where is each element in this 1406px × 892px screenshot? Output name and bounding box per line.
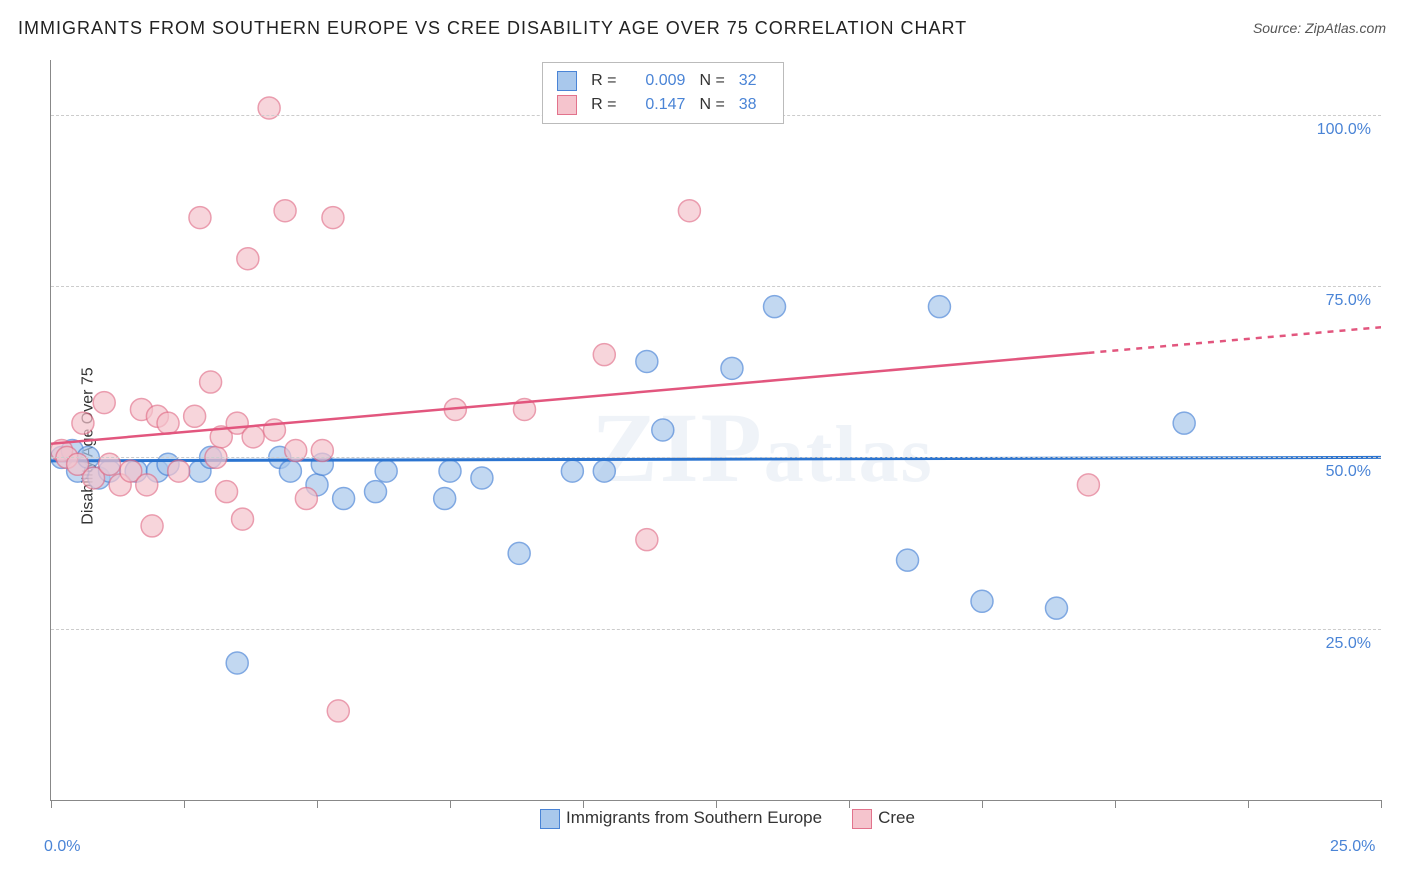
data-point-blue	[593, 460, 615, 482]
legend-r-label: R =	[591, 69, 616, 93]
y-tick-label: 100.0%	[1317, 121, 1371, 139]
data-point-blue	[928, 296, 950, 318]
plot-svg	[51, 60, 1381, 800]
legend-r-value: 0.009	[630, 69, 685, 93]
legend-n-value: 38	[739, 93, 769, 117]
data-point-pink	[136, 474, 158, 496]
data-point-pink	[184, 405, 206, 427]
series-legend-item: Cree	[852, 808, 915, 829]
source-label: Source:	[1253, 20, 1305, 36]
data-point-pink	[232, 508, 254, 530]
chart-title: IMMIGRANTS FROM SOUTHERN EUROPE VS CREE …	[18, 18, 967, 39]
data-point-pink	[295, 488, 317, 510]
regression-line-pink-extrapolated	[1088, 327, 1381, 353]
data-point-pink	[189, 207, 211, 229]
data-point-blue	[279, 460, 301, 482]
x-tick	[1248, 800, 1249, 808]
correlation-legend: R = 0.009 N = 32 R = 0.147 N = 38	[542, 62, 784, 124]
legend-swatch	[852, 809, 872, 829]
source-attribution: Source: ZipAtlas.com	[1253, 20, 1386, 36]
series-legend-item: Immigrants from Southern Europe	[540, 808, 822, 829]
data-point-blue	[375, 460, 397, 482]
legend-row-pink: R = 0.147 N = 38	[557, 93, 769, 117]
y-tick-label: 75.0%	[1326, 292, 1371, 310]
x-tick	[982, 800, 983, 808]
gridline	[51, 457, 1381, 458]
data-point-pink	[242, 426, 264, 448]
data-point-blue	[1173, 412, 1195, 434]
data-point-blue	[561, 460, 583, 482]
source-site[interactable]: ZipAtlas.com	[1305, 20, 1386, 36]
chart-page: { "title":"IMMIGRANTS FROM SOUTHERN EURO…	[0, 0, 1406, 892]
data-point-pink	[593, 344, 615, 366]
data-point-pink	[141, 515, 163, 537]
data-point-pink	[72, 412, 94, 434]
data-point-blue	[636, 350, 658, 372]
scatter-plot-area: ZIPatlas 25.0%50.0%75.0%100.0%	[50, 60, 1381, 801]
data-point-blue	[226, 652, 248, 674]
data-point-blue	[508, 542, 530, 564]
y-tick-label: 50.0%	[1326, 463, 1371, 481]
x-tick	[583, 800, 584, 808]
data-point-pink	[636, 529, 658, 551]
x-tick-label: 25.0%	[1330, 838, 1375, 856]
legend-row-blue: R = 0.009 N = 32	[557, 69, 769, 93]
gridline	[51, 629, 1381, 630]
data-point-blue	[434, 488, 456, 510]
data-point-pink	[237, 248, 259, 270]
data-point-blue	[764, 296, 786, 318]
data-point-pink	[168, 460, 190, 482]
data-point-pink	[200, 371, 222, 393]
data-point-blue	[721, 357, 743, 379]
data-point-pink	[157, 412, 179, 434]
legend-r-label: R =	[591, 93, 616, 117]
x-tick	[184, 800, 185, 808]
series-legend: Immigrants from Southern Europe Cree	[540, 808, 915, 829]
data-point-pink	[322, 207, 344, 229]
legend-n-label: N =	[699, 93, 724, 117]
legend-n-label: N =	[699, 69, 724, 93]
data-point-pink	[1077, 474, 1099, 496]
x-tick	[849, 800, 850, 808]
x-tick	[450, 800, 451, 808]
data-point-blue	[971, 590, 993, 612]
data-point-blue	[897, 549, 919, 571]
legend-r-value: 0.147	[630, 93, 685, 117]
data-point-blue	[365, 481, 387, 503]
data-point-pink	[216, 481, 238, 503]
x-tick	[1381, 800, 1382, 808]
legend-n-value: 32	[739, 69, 769, 93]
data-point-pink	[678, 200, 700, 222]
data-point-blue	[471, 467, 493, 489]
data-point-pink	[93, 392, 115, 414]
x-tick	[716, 800, 717, 808]
legend-swatch	[540, 809, 560, 829]
gridline	[51, 286, 1381, 287]
data-point-blue	[1045, 597, 1067, 619]
legend-swatch	[557, 71, 577, 91]
series-name: Cree	[878, 808, 915, 827]
data-point-pink	[274, 200, 296, 222]
x-tick-label: 0.0%	[44, 838, 80, 856]
y-tick-label: 25.0%	[1326, 635, 1371, 653]
regression-line-pink	[51, 353, 1088, 444]
series-name: Immigrants from Southern Europe	[566, 808, 822, 827]
x-tick	[51, 800, 52, 808]
x-tick	[1115, 800, 1116, 808]
x-tick	[317, 800, 318, 808]
data-point-pink	[327, 700, 349, 722]
legend-swatch	[557, 95, 577, 115]
data-point-blue	[439, 460, 461, 482]
data-point-blue	[652, 419, 674, 441]
data-point-blue	[333, 488, 355, 510]
